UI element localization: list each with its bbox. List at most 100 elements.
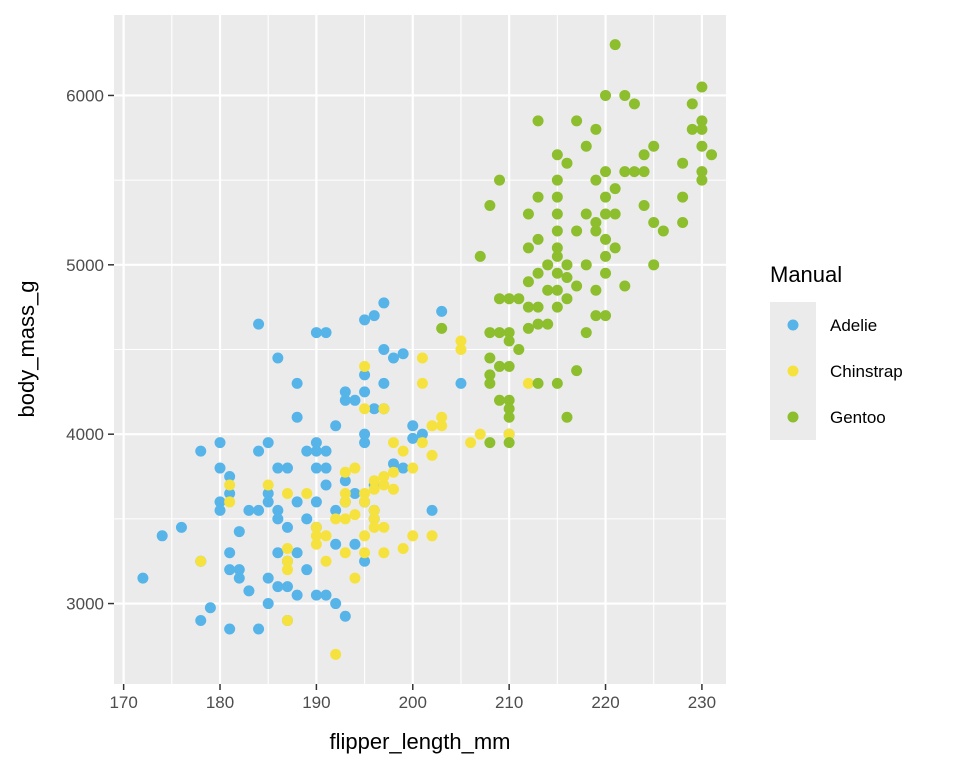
- point-gentoo: [696, 115, 708, 127]
- point-gentoo: [609, 242, 621, 254]
- point-chinstrap: [301, 487, 313, 499]
- point-gentoo: [648, 140, 660, 152]
- y-tick-label: 4000: [66, 425, 104, 444]
- point-gentoo: [532, 115, 544, 127]
- point-chinstrap: [407, 530, 419, 542]
- point-chinstrap: [281, 487, 293, 499]
- point-adelie: [272, 462, 284, 474]
- point-adelie: [291, 377, 303, 389]
- point-adelie: [262, 487, 274, 499]
- point-gentoo: [542, 318, 554, 330]
- point-gentoo: [600, 191, 612, 203]
- point-adelie: [426, 504, 438, 516]
- point-gentoo: [696, 123, 708, 135]
- point-adelie: [330, 420, 342, 432]
- point-gentoo: [503, 335, 515, 347]
- point-gentoo: [648, 216, 660, 228]
- point-gentoo: [696, 81, 708, 93]
- point-adelie: [281, 581, 293, 593]
- point-adelie: [301, 513, 313, 525]
- point-chinstrap: [407, 462, 419, 474]
- point-gentoo: [503, 394, 515, 406]
- legend-label-chinstrap: Chinstrap: [830, 362, 903, 381]
- point-chinstrap: [436, 420, 448, 432]
- point-adelie: [224, 547, 236, 559]
- point-chinstrap: [378, 471, 390, 483]
- x-tick-label: 220: [591, 693, 619, 712]
- point-gentoo: [551, 284, 563, 296]
- point-adelie: [320, 589, 332, 601]
- point-adelie: [281, 521, 293, 533]
- legend-key-chinstrap: [787, 365, 799, 377]
- point-gentoo: [696, 140, 708, 152]
- point-chinstrap: [310, 530, 322, 542]
- point-chinstrap: [416, 437, 428, 449]
- x-axis-title: flipper_length_mm: [330, 729, 511, 754]
- point-chinstrap: [378, 403, 390, 415]
- point-chinstrap: [368, 504, 380, 516]
- point-gentoo: [600, 310, 612, 322]
- y-axis-title: body_mass_g: [14, 281, 39, 418]
- point-gentoo: [484, 437, 496, 449]
- point-adelie: [233, 526, 245, 538]
- point-adelie: [291, 411, 303, 423]
- point-gentoo: [551, 174, 563, 186]
- point-gentoo: [561, 411, 573, 423]
- y-tick-label: 3000: [66, 595, 104, 614]
- point-adelie: [339, 394, 351, 406]
- point-adelie: [262, 572, 274, 584]
- point-adelie: [359, 314, 371, 326]
- point-adelie: [339, 475, 351, 487]
- point-gentoo: [494, 360, 506, 372]
- x-tick-label: 230: [688, 693, 716, 712]
- point-adelie: [368, 403, 380, 415]
- point-adelie: [253, 445, 265, 457]
- point-adelie: [224, 471, 236, 483]
- point-gentoo: [580, 327, 592, 339]
- point-adelie: [233, 572, 245, 584]
- point-gentoo: [657, 225, 669, 237]
- point-gentoo: [590, 310, 602, 322]
- point-gentoo: [571, 365, 583, 377]
- point-chinstrap: [320, 555, 332, 567]
- point-gentoo: [551, 225, 563, 237]
- point-chinstrap: [310, 521, 322, 533]
- point-gentoo: [513, 344, 525, 355]
- point-adelie: [378, 297, 390, 309]
- point-gentoo: [532, 301, 544, 313]
- point-chinstrap: [378, 479, 390, 491]
- point-chinstrap: [397, 445, 409, 457]
- point-gentoo: [600, 208, 612, 220]
- x-axis: 170 180 190 200 210 220 230: [109, 684, 716, 712]
- point-adelie: [387, 458, 399, 470]
- point-adelie: [291, 496, 303, 508]
- point-gentoo: [551, 301, 563, 313]
- point-adelie: [310, 462, 322, 474]
- point-chinstrap: [359, 530, 371, 542]
- point-chinstrap: [378, 521, 390, 533]
- point-adelie: [330, 538, 342, 550]
- point-chinstrap: [436, 411, 448, 423]
- point-adelie: [330, 504, 342, 516]
- point-adelie: [349, 538, 361, 550]
- y-tick-label: 5000: [66, 256, 104, 275]
- point-adelie: [262, 496, 274, 508]
- point-chinstrap: [310, 538, 322, 550]
- legend-title: Manual: [770, 262, 842, 287]
- point-chinstrap: [281, 564, 293, 576]
- point-gentoo: [600, 89, 612, 101]
- point-chinstrap: [339, 487, 351, 499]
- point-gentoo: [494, 293, 506, 305]
- point-adelie: [397, 462, 409, 474]
- point-gentoo: [686, 123, 698, 135]
- point-gentoo: [551, 267, 563, 279]
- point-adelie: [175, 521, 187, 533]
- point-gentoo: [484, 377, 496, 389]
- point-gentoo: [474, 250, 486, 262]
- point-adelie: [320, 479, 332, 491]
- point-adelie: [368, 310, 380, 322]
- point-chinstrap: [359, 360, 371, 372]
- point-adelie: [272, 547, 284, 559]
- point-chinstrap: [330, 513, 342, 525]
- point-gentoo: [503, 437, 515, 449]
